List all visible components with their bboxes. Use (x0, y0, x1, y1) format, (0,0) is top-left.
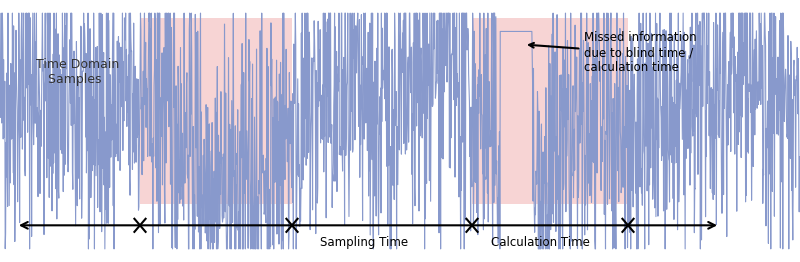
Text: Sampling Time: Sampling Time (320, 236, 408, 249)
Text: Time Domain
   Samples: Time Domain Samples (36, 58, 119, 86)
Text: Calculation Time: Calculation Time (490, 236, 590, 249)
Text: Missed information
due to blind time /
calculation time: Missed information due to blind time / c… (529, 31, 697, 74)
Bar (472, 18, 628, 204)
Bar (140, 18, 292, 204)
